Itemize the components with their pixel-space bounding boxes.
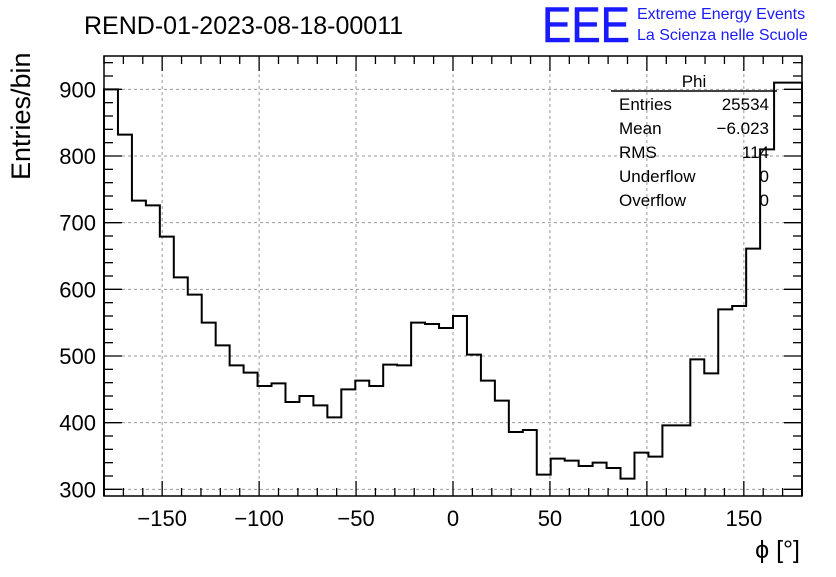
histogram-bin [467, 355, 481, 496]
histogram-bin [355, 381, 369, 496]
y-tick-label: 500 [59, 344, 96, 369]
stats-row-value: 114 [742, 143, 769, 162]
histogram-bin [523, 430, 537, 496]
stats-row-value: −6.023 [717, 119, 769, 138]
histogram-bin [369, 386, 383, 496]
histogram-bin [202, 323, 216, 496]
histogram-bin [718, 309, 732, 496]
x-tick-label: −50 [337, 506, 374, 531]
histogram-bin [732, 306, 746, 496]
x-tick-label: 100 [629, 506, 666, 531]
stats-row-label: Overflow [619, 191, 687, 210]
stats-row-value: 0 [760, 167, 769, 186]
y-axis-label: Entries/bin [6, 52, 36, 180]
stats-row-label: Underflow [619, 167, 696, 186]
histogram-bin [676, 425, 690, 496]
x-tick-label: −100 [234, 506, 284, 531]
histogram-bin [132, 201, 146, 496]
x-tick-label: 50 [538, 506, 562, 531]
histogram-bin [146, 205, 160, 496]
y-tick-label: 400 [59, 411, 96, 436]
histogram-bin [495, 401, 509, 496]
histogram-bin [244, 373, 258, 496]
histogram-bin [160, 237, 174, 496]
logo-line2: La Scienza nelle Scuole [637, 27, 808, 44]
histogram-bin [662, 425, 676, 496]
histogram-bin [565, 461, 579, 496]
histogram-bin [411, 323, 425, 496]
histogram-bin [593, 463, 607, 496]
stats-row-label: Mean [619, 119, 662, 138]
y-tick-label: 700 [59, 211, 96, 236]
histogram-bin [481, 381, 495, 496]
stats-row-label: Entries [619, 95, 672, 114]
x-tick-label: 0 [447, 506, 459, 531]
x-tick-label: 150 [725, 506, 762, 531]
stats-row-value: 0 [760, 191, 769, 210]
histogram-bin [383, 365, 397, 496]
logo-line1: Extreme Energy Events [637, 6, 805, 23]
histogram [103, 81, 803, 496]
histogram-bin [104, 89, 118, 496]
histogram-bin [174, 277, 188, 496]
histogram-bin [313, 405, 327, 496]
histogram-bin [551, 459, 565, 496]
stats-box: Phi Entries 25534 Mean −6.023 RMS 114 Underflo… [611, 72, 777, 210]
histogram-bin [425, 324, 439, 496]
stats-rows: Entries 25534 Mean −6.023 RMS 114 Underflow 0 Ov… [619, 95, 769, 210]
histogram-bin [230, 365, 244, 496]
stats-name: Phi [682, 72, 707, 91]
histogram-bin [118, 135, 132, 496]
histogram-bin [537, 475, 551, 496]
histogram-bin [648, 457, 662, 496]
histogram-bin [272, 383, 286, 496]
histogram-bin [188, 295, 202, 496]
stats-row-label: RMS [619, 143, 657, 162]
histogram-bin [439, 328, 453, 496]
axes: −150 −100 −50 0 50 100 150 300 400 500 600 700 800 90… [59, 55, 803, 531]
x-axis-label: ϕ [°] [755, 536, 800, 564]
histogram-bin [299, 396, 313, 496]
y-tick-label: 900 [59, 77, 96, 102]
histogram-bin [746, 249, 760, 496]
histogram-bin [704, 373, 718, 496]
stats-row-value: 25534 [722, 95, 769, 114]
x-tick-label: −150 [137, 506, 187, 531]
histogram-bin [327, 417, 341, 496]
histogram-bin [579, 466, 593, 496]
chart-title: REND-01-2023-08-18-00011 [84, 12, 403, 40]
histogram-bin [285, 402, 299, 496]
histogram-bin [453, 316, 467, 496]
histogram-bin [690, 359, 704, 496]
y-tick-label: 800 [59, 144, 96, 169]
y-tick-label: 300 [59, 477, 96, 502]
histogram-bin [341, 389, 355, 496]
histogram-bin [397, 365, 411, 496]
histogram-bin [216, 345, 230, 496]
y-tick-label: 600 [59, 277, 96, 302]
histogram-outline [103, 81, 803, 496]
logo-mark: EEE [542, 0, 630, 53]
histogram-bin [258, 386, 272, 496]
eee-logo: EEE Extreme Energy Events La Scienza nel… [542, 0, 808, 53]
histogram-bin [509, 432, 523, 496]
